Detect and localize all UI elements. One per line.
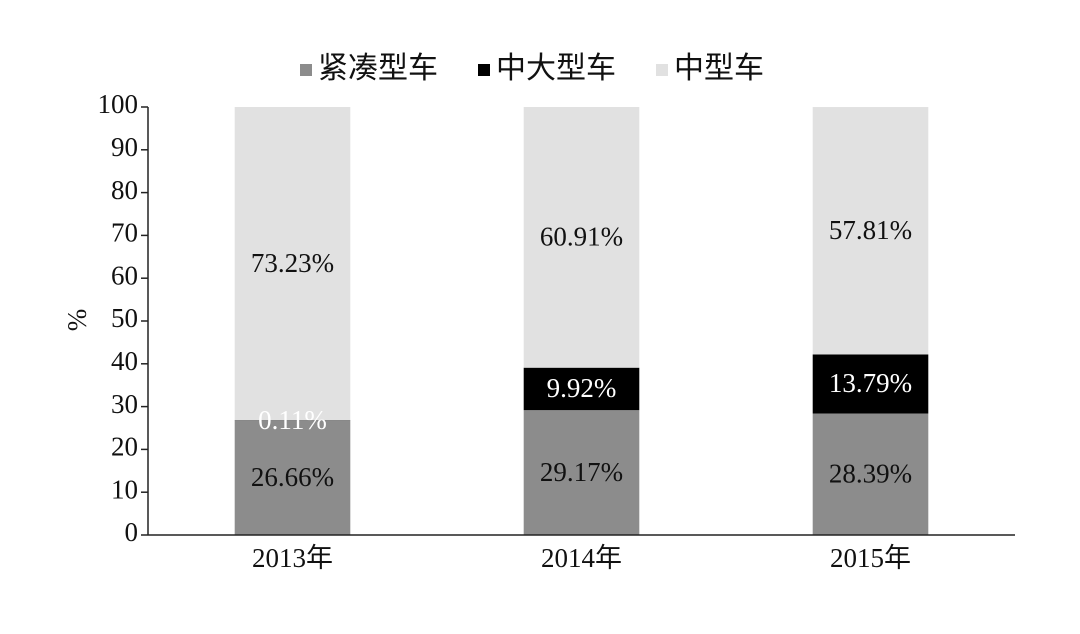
data-label: 0.11% bbox=[258, 405, 327, 435]
data-label: 9.92% bbox=[547, 373, 617, 403]
y-tick-label: 60 bbox=[111, 260, 138, 290]
bar-segment bbox=[234, 107, 351, 421]
bar-segment bbox=[812, 107, 929, 355]
bar-segment bbox=[523, 367, 640, 411]
data-label: 60.91% bbox=[540, 222, 623, 252]
data-label: 13.79% bbox=[829, 368, 912, 398]
x-tick-label: 2014年 bbox=[541, 543, 622, 573]
data-label: 57.81% bbox=[829, 215, 912, 245]
x-tick-label: 2015年 bbox=[830, 543, 911, 573]
bar-segment bbox=[812, 354, 929, 414]
y-tick-label: 90 bbox=[111, 132, 138, 162]
data-label: 26.66% bbox=[251, 462, 334, 492]
data-label: 73.23% bbox=[251, 248, 334, 278]
y-tick-label: 30 bbox=[111, 389, 138, 419]
bar-segment bbox=[523, 107, 640, 368]
y-tick-label: 80 bbox=[111, 175, 138, 205]
bar-segment bbox=[234, 420, 351, 535]
bar-segment bbox=[812, 413, 929, 535]
y-tick-label: 20 bbox=[111, 432, 138, 462]
data-label: 28.39% bbox=[829, 458, 912, 488]
legend-swatch bbox=[300, 64, 312, 76]
legend-label: 中大型车 bbox=[496, 52, 616, 85]
y-tick-label: 0 bbox=[125, 517, 139, 547]
legend-label: 中型车 bbox=[674, 52, 764, 85]
y-axis-label: % bbox=[62, 309, 92, 332]
legend-label: 紧凑型车 bbox=[318, 52, 438, 85]
y-tick-label: 40 bbox=[111, 346, 138, 376]
x-tick-label: 2013年 bbox=[252, 543, 333, 573]
y-tick-label: 100 bbox=[98, 89, 139, 119]
y-tick-label: 50 bbox=[111, 303, 138, 333]
y-tick-label: 10 bbox=[111, 474, 138, 504]
y-tick-label: 70 bbox=[111, 218, 138, 248]
bar-segment bbox=[523, 410, 640, 535]
data-label: 29.17% bbox=[540, 457, 623, 487]
legend-swatch bbox=[656, 64, 668, 76]
legend-swatch bbox=[478, 64, 490, 76]
